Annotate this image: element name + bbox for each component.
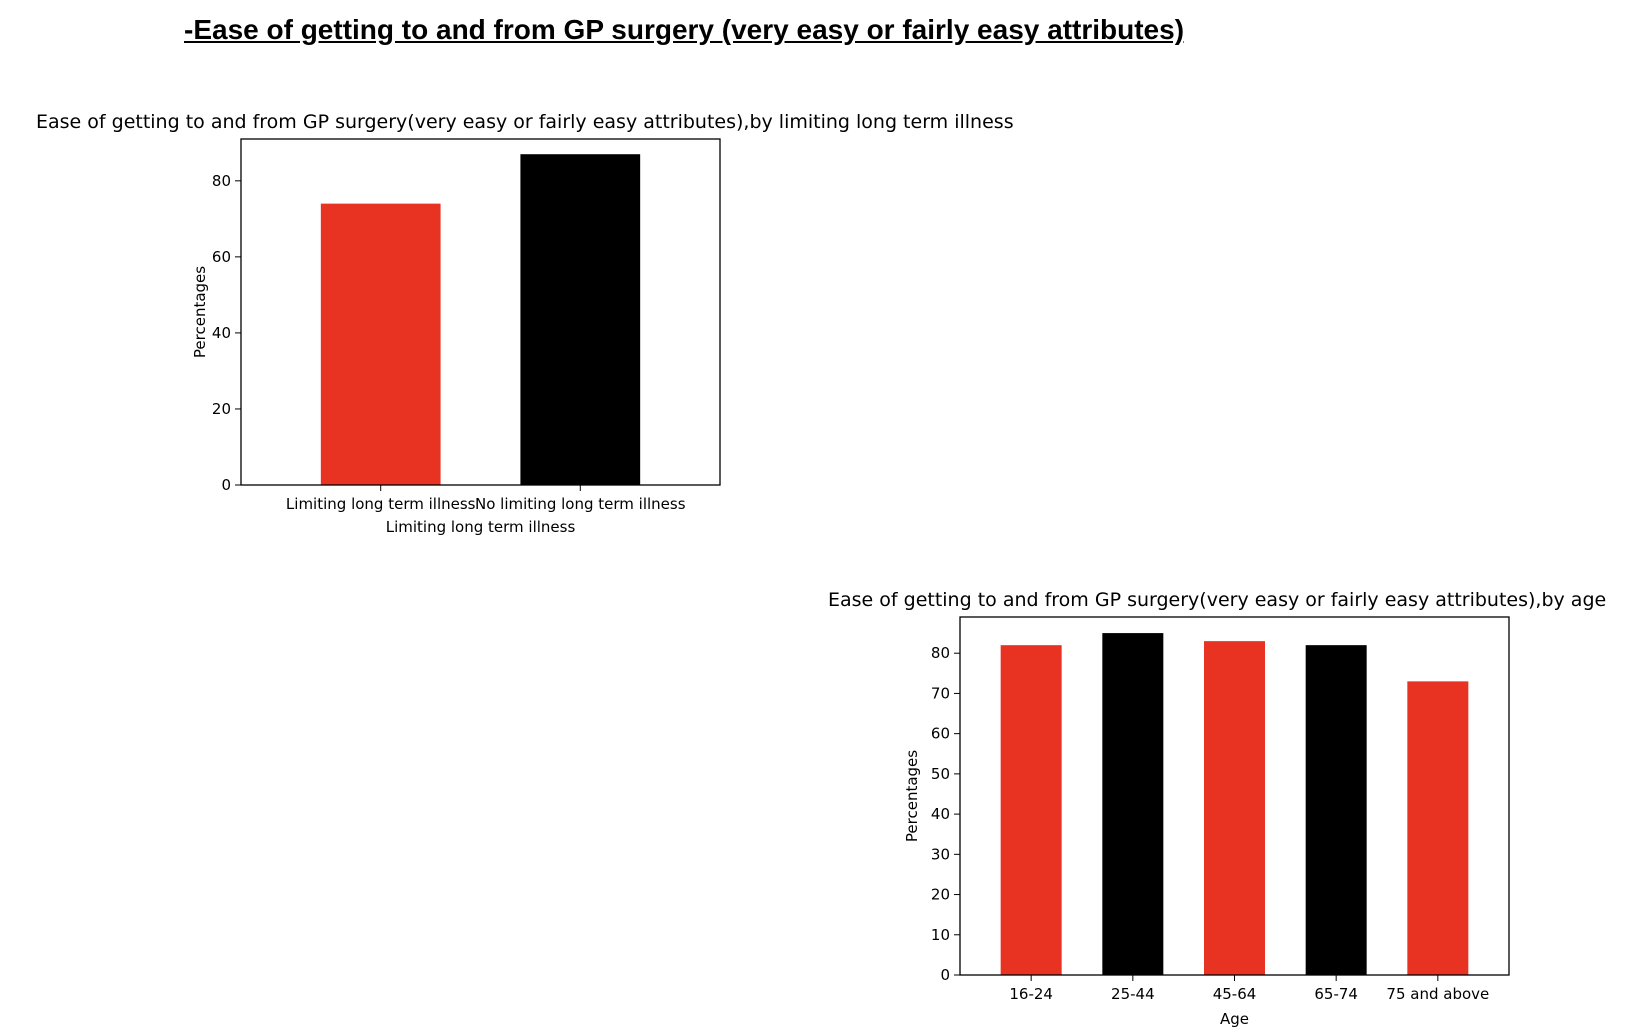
- y-tick-label-1-0: 0: [940, 966, 950, 984]
- page-heading: -Ease of getting to and from GP surgery …: [184, 14, 1185, 45]
- x-axis-label-0: Limiting long term illness: [386, 518, 576, 536]
- y-tick-label-1-3: 30: [931, 845, 950, 863]
- y-tick-label-1-8: 80: [931, 644, 950, 662]
- y-tick-label-1-4: 40: [931, 805, 950, 823]
- x-tick-label-0-0: Limiting long term illness: [286, 495, 476, 513]
- y-axis-label-1: Percentages: [903, 750, 921, 842]
- x-tick-label-1-3: 65-74: [1314, 985, 1358, 1003]
- y-tick-label-0-4: 80: [212, 172, 231, 190]
- x-tick-label-0-1: No limiting long term illness: [475, 495, 686, 513]
- bar-0-0: [320, 203, 441, 485]
- bar-1-1: [1102, 633, 1164, 975]
- x-tick-label-1-0: 16-24: [1009, 985, 1053, 1003]
- y-tick-label-0-2: 40: [212, 324, 231, 342]
- y-tick-label-1-2: 20: [931, 886, 950, 904]
- bar-1-2: [1204, 641, 1265, 975]
- x-tick-label-1-4: 75 and above: [1386, 985, 1489, 1003]
- bar-1-3: [1305, 645, 1367, 975]
- y-tick-label-1-1: 10: [931, 926, 950, 944]
- plot-frame-1: [959, 616, 1510, 976]
- bar-1-0: [1000, 645, 1062, 975]
- x-axis-label-1: Age: [1220, 1010, 1249, 1028]
- y-tick-label-0-1: 20: [212, 400, 231, 418]
- chart-2-title: Ease of getting to and from GP surgery(v…: [828, 589, 1607, 611]
- chart-1-title: Ease of getting to and from GP surgery(v…: [36, 111, 1014, 133]
- plot-frame-0: [240, 138, 721, 486]
- bar-1-4: [1407, 681, 1469, 975]
- x-tick-label-1-1: 25-44: [1111, 985, 1155, 1003]
- x-tick-label-1-2: 45-64: [1213, 985, 1257, 1003]
- bar-0-1: [520, 154, 641, 485]
- y-tick-label-1-7: 70: [931, 684, 950, 702]
- y-axis-label-0: Percentages: [191, 266, 209, 358]
- y-tick-label-1-5: 50: [931, 765, 950, 783]
- y-tick-label-0-3: 60: [212, 248, 231, 266]
- y-tick-label-0-0: 0: [221, 476, 231, 494]
- y-tick-label-1-6: 60: [931, 725, 950, 743]
